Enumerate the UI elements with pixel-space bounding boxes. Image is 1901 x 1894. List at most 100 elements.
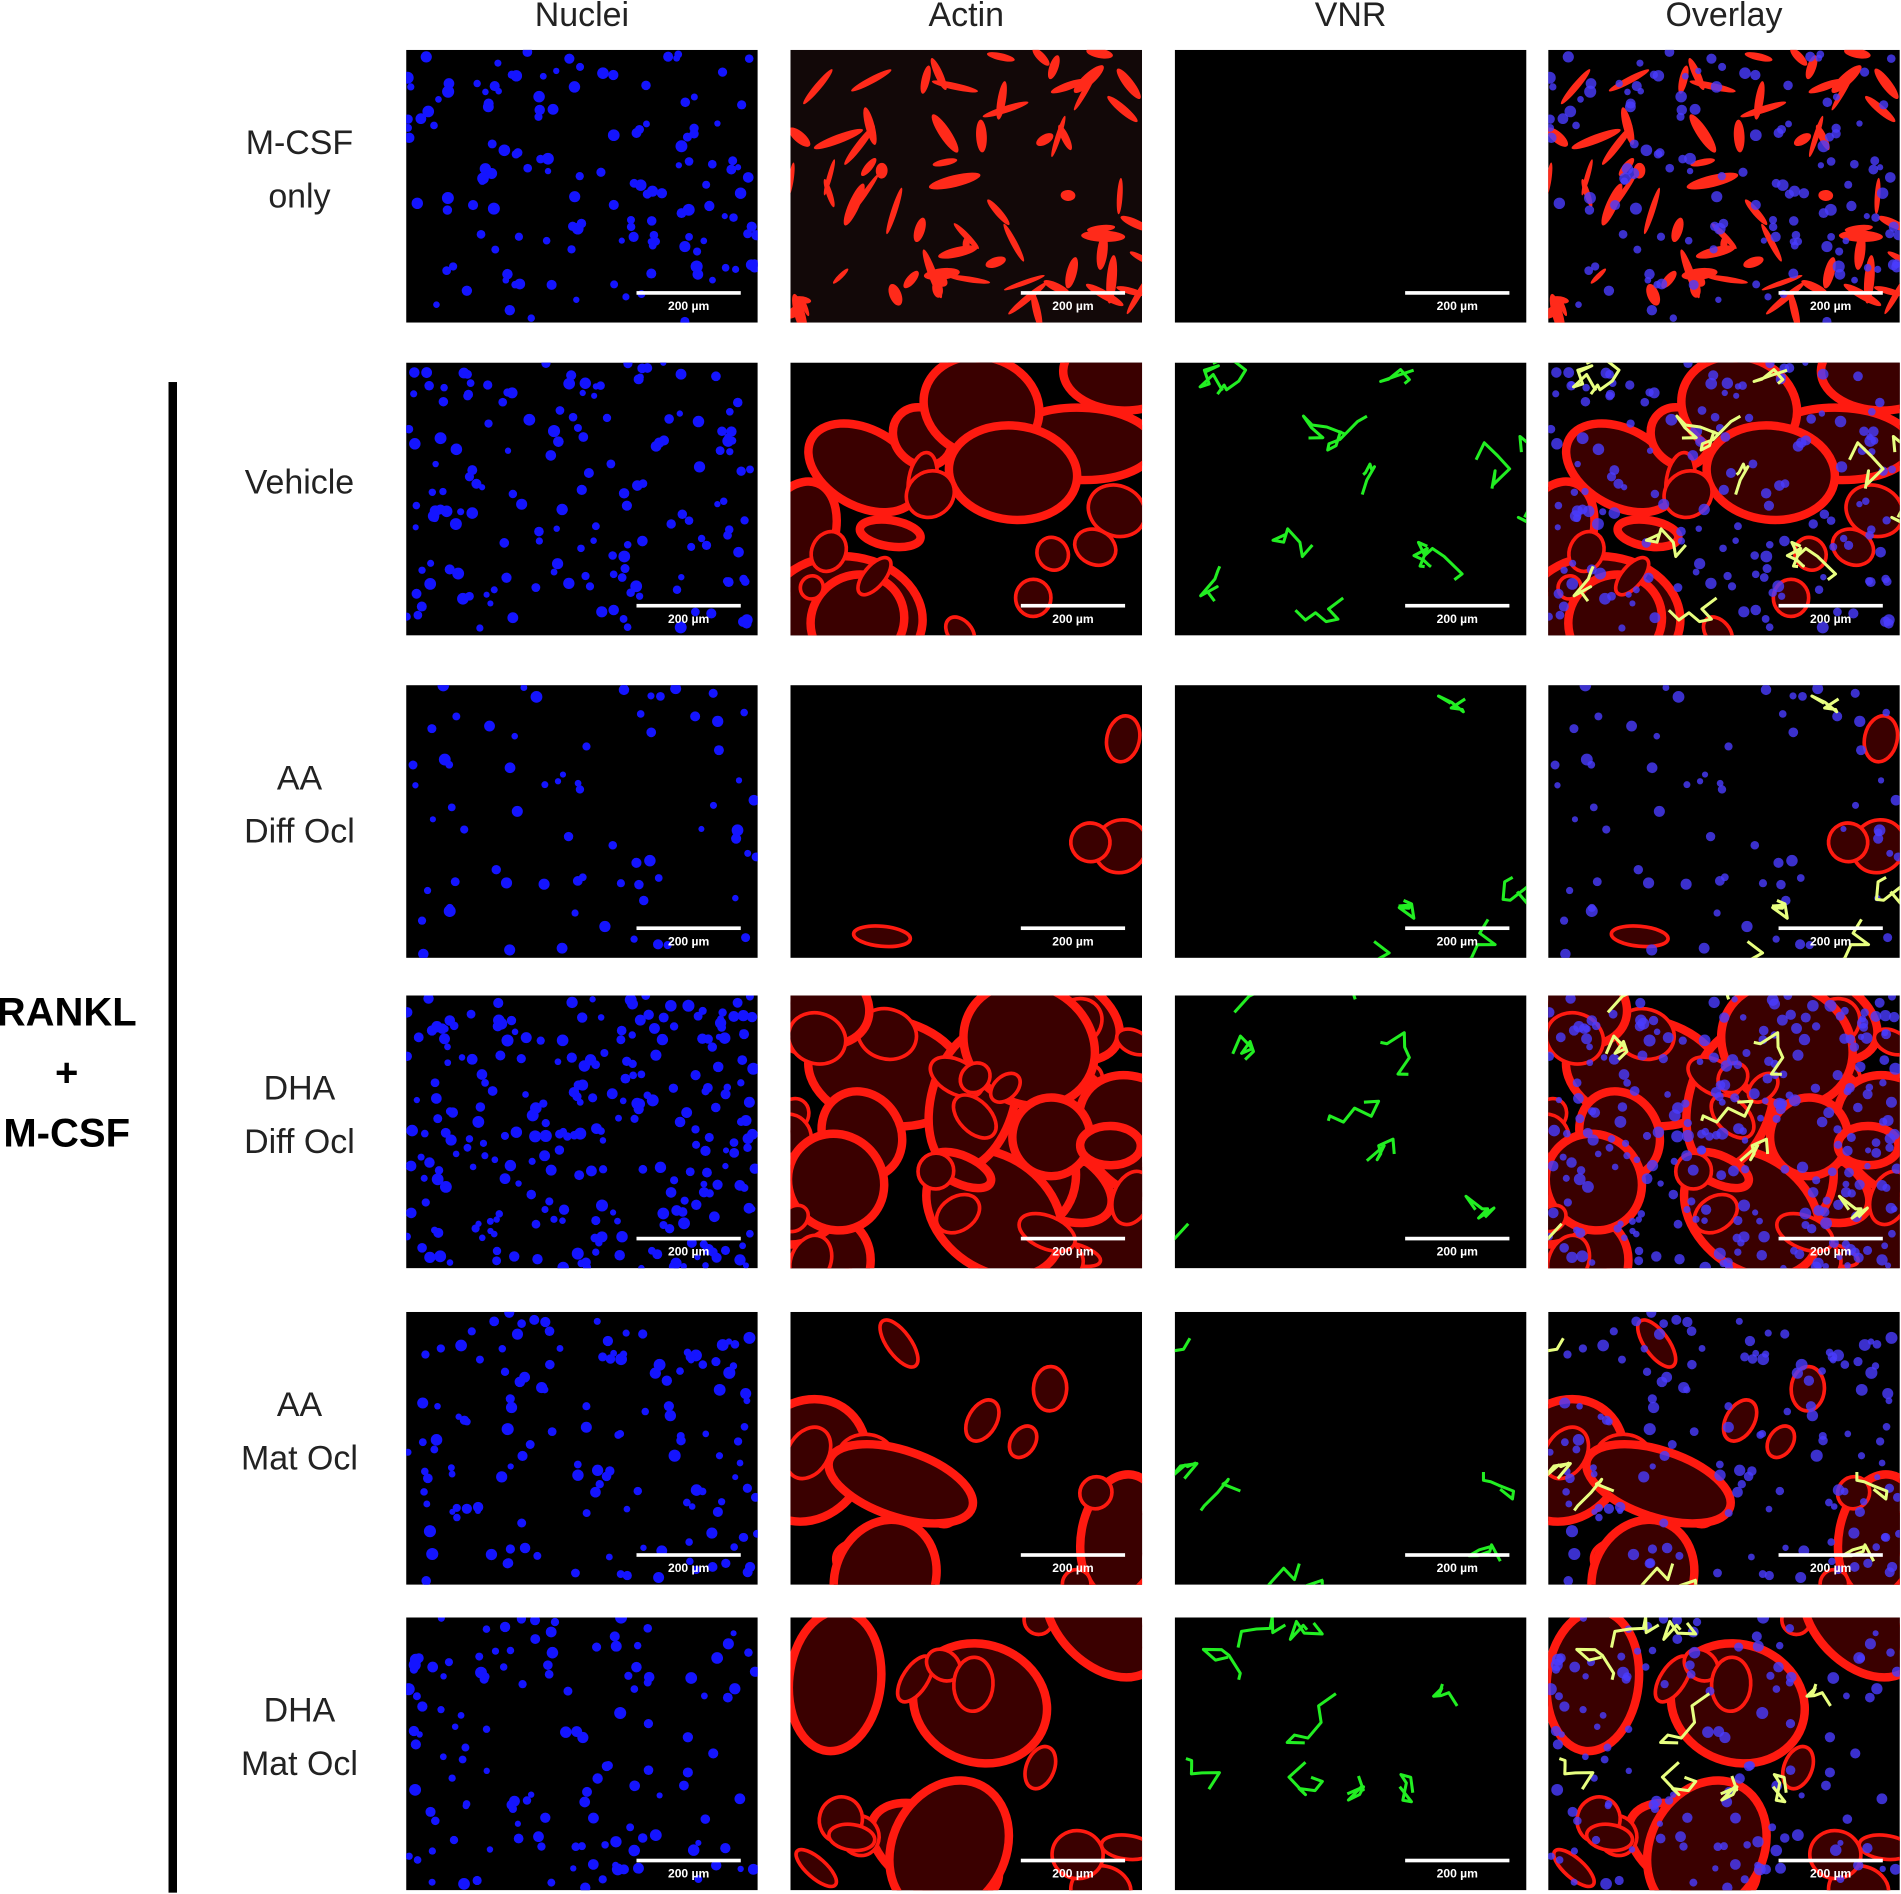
nucleus [439,1753,447,1761]
nucleus [1842,1145,1853,1156]
nucleus [1664,49,1675,57]
nucleus [503,388,512,397]
nucleus [1627,1548,1640,1561]
nucleus [592,1773,603,1784]
nucleus [1579,685,1592,692]
nucleus [458,1054,466,1061]
nucleus [721,213,728,220]
nucleus [596,606,608,618]
nucleus [1825,1498,1833,1507]
nucleus [1828,1557,1836,1566]
nucleus [688,1503,696,1510]
nucleus [1765,623,1774,632]
nucleus [749,1163,758,1174]
nucleus [1886,1648,1895,1657]
nucleus [1652,1126,1665,1138]
scale-bar [1405,1236,1510,1241]
nucleus [615,1617,627,1624]
nucleus [516,498,528,510]
nucleus [478,484,486,491]
actin-cell [1761,275,1803,291]
nucleus [622,1570,632,1581]
nucleus [1732,537,1739,544]
nucleus [584,1054,597,1066]
nucleus [1606,472,1617,482]
actin-ring [806,570,909,636]
nucleus [422,105,435,118]
nucleus [1856,120,1863,127]
nucleus [1628,168,1640,179]
panel-content [406,49,758,323]
nucleus [452,712,461,721]
nucleus [633,1486,643,1496]
actin-ring [794,1847,839,1889]
nucleus [737,1079,745,1087]
nucleus [426,1025,438,1036]
actin-cell [1003,223,1025,262]
nucleus [652,1249,663,1260]
scale-bar [1020,1553,1126,1557]
nucleus [1824,1767,1835,1778]
nucleus [1603,1743,1612,1752]
nucleus [450,877,460,887]
nucleus [1844,1262,1851,1269]
nucleus [1831,123,1841,133]
nucleus [1653,805,1665,817]
nucleus [1851,276,1858,284]
actin-cell [953,223,980,249]
actin-ring [1613,555,1651,597]
nucleus [614,1431,623,1439]
nucleus [1684,236,1693,245]
scale-bar [1405,926,1510,931]
actin-cell [1043,279,1070,295]
nucleus [1750,840,1760,850]
nucleus [513,1833,524,1844]
nucleus [633,1862,644,1874]
nucleus [1789,692,1797,700]
actin-cell [1129,251,1143,265]
nucleus [679,241,691,253]
nucleus [1720,432,1731,442]
nucleus [1840,1487,1849,1496]
nucleus [730,1543,738,1551]
nucleus [1727,582,1737,591]
nucleus [478,1234,486,1242]
nucleus [711,1252,722,1263]
nucleus [1765,540,1774,549]
nucleus [451,1723,459,1730]
nucleus [678,573,685,581]
nucleus [1758,1025,1769,1036]
nucleus [709,276,716,284]
nucleus [1717,172,1726,181]
nucleus [1615,79,1623,88]
nucleus [637,363,648,374]
nucleus [487,600,494,607]
nucleus [631,857,642,868]
actin-cell [1690,158,1715,167]
nucleus [623,362,633,369]
vnr-signal [1725,995,1731,1000]
vnr-signal [1212,362,1248,396]
actin-cell [832,268,849,284]
nucleus [500,1367,510,1376]
vnr-signal [1412,546,1432,569]
nucleus [545,1197,554,1206]
nucleus [616,1035,626,1045]
nucleus [463,391,472,401]
nucleus [567,221,578,231]
nucleus [1563,1350,1572,1359]
nucleus [1854,1506,1865,1517]
nucleus [611,1863,624,1876]
nucleus [1822,1263,1829,1269]
nucleus [1582,1127,1593,1138]
nucleus [481,1152,489,1160]
panel-background [1548,685,1900,958]
nucleus [1834,269,1846,280]
nucleus [1788,268,1799,279]
nucleus [1586,1015,1598,1026]
vnr-signal [1501,875,1527,905]
scale-bar-label: 200 µm [1810,934,1852,948]
nucleus [412,782,419,789]
nucleus [637,1833,648,1843]
nucleus [579,377,592,389]
